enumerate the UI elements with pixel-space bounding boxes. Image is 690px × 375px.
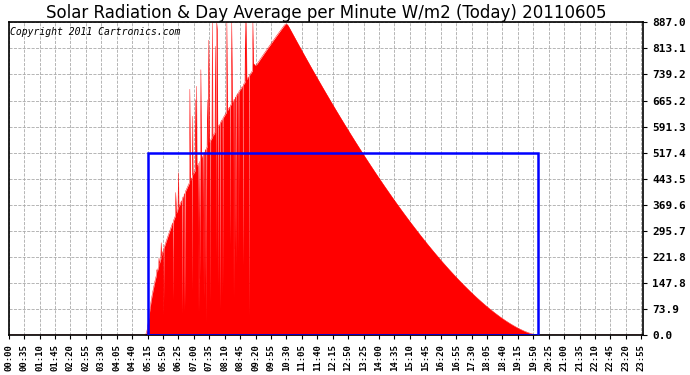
Text: Copyright 2011 Cartronics.com: Copyright 2011 Cartronics.com	[10, 27, 180, 37]
Title: Solar Radiation & Day Average per Minute W/m2 (Today) 20110605: Solar Radiation & Day Average per Minute…	[46, 4, 606, 22]
Bar	[148, 153, 538, 335]
